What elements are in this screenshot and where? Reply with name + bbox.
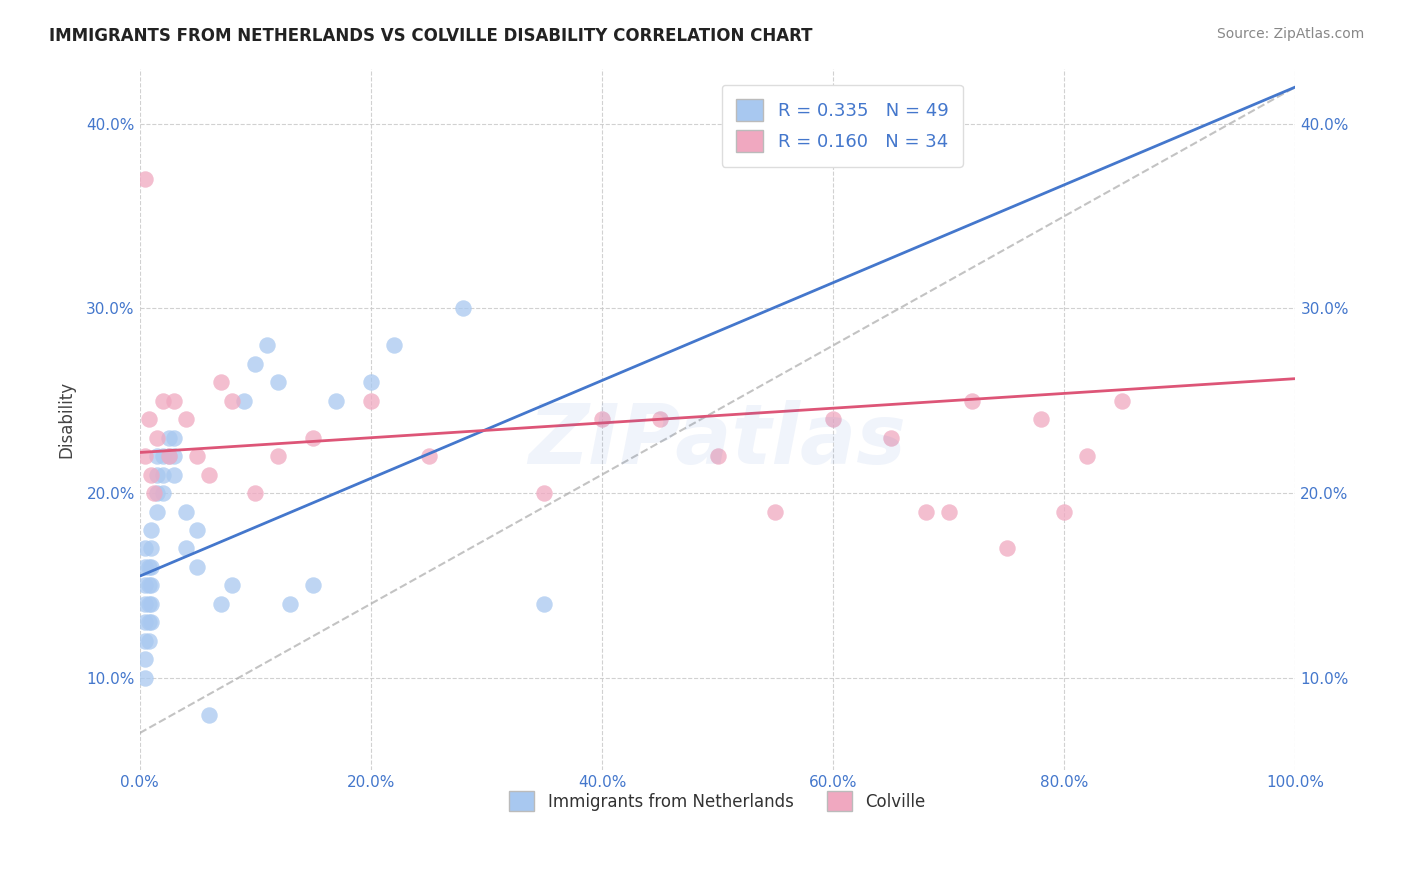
Point	[134, 633, 156, 648]
Point	[141, 597, 163, 611]
Point	[174, 412, 197, 426]
Point	[325, 393, 347, 408]
Point	[267, 449, 290, 463]
Point	[960, 393, 983, 408]
Point	[138, 412, 160, 426]
Point	[418, 449, 440, 463]
Point	[134, 449, 156, 463]
Point	[152, 449, 174, 463]
Point	[142, 486, 165, 500]
Point	[198, 467, 221, 482]
Point	[360, 393, 382, 408]
Point	[141, 541, 163, 556]
Point	[134, 652, 156, 666]
Point	[198, 707, 221, 722]
Point	[245, 357, 267, 371]
Point	[134, 541, 156, 556]
Point	[146, 431, 169, 445]
Point	[163, 431, 186, 445]
Point	[245, 486, 267, 500]
Point	[360, 376, 382, 390]
Point	[134, 578, 156, 592]
Point	[256, 338, 278, 352]
Point	[209, 376, 232, 390]
Point	[138, 597, 160, 611]
Text: Source: ZipAtlas.com: Source: ZipAtlas.com	[1216, 27, 1364, 41]
Point	[1111, 393, 1133, 408]
Point	[221, 578, 243, 592]
Point	[453, 301, 475, 316]
Point	[134, 615, 156, 630]
Point	[1053, 504, 1076, 518]
Point	[138, 633, 160, 648]
Point	[278, 597, 301, 611]
Point	[141, 560, 163, 574]
Point	[186, 523, 208, 537]
Point	[146, 504, 169, 518]
Point	[141, 467, 163, 482]
Point	[1076, 449, 1098, 463]
Text: ZIPatlas: ZIPatlas	[529, 400, 907, 481]
Point	[157, 449, 180, 463]
Point	[146, 449, 169, 463]
Point	[533, 597, 555, 611]
Point	[138, 560, 160, 574]
Point	[648, 412, 671, 426]
Point	[914, 504, 936, 518]
Point	[267, 376, 290, 390]
Y-axis label: Disability: Disability	[58, 381, 75, 458]
Point	[152, 486, 174, 500]
Point	[174, 504, 197, 518]
Point	[141, 615, 163, 630]
Point	[134, 597, 156, 611]
Point	[134, 671, 156, 685]
Point	[880, 431, 903, 445]
Point	[209, 597, 232, 611]
Point	[141, 523, 163, 537]
Point	[174, 541, 197, 556]
Point	[186, 449, 208, 463]
Point	[995, 541, 1018, 556]
Text: IMMIGRANTS FROM NETHERLANDS VS COLVILLE DISABILITY CORRELATION CHART: IMMIGRANTS FROM NETHERLANDS VS COLVILLE …	[49, 27, 813, 45]
Point	[302, 578, 325, 592]
Point	[163, 467, 186, 482]
Point	[163, 449, 186, 463]
Point	[533, 486, 555, 500]
Point	[938, 504, 960, 518]
Point	[138, 578, 160, 592]
Point	[763, 504, 786, 518]
Point	[134, 560, 156, 574]
Point	[141, 578, 163, 592]
Point	[591, 412, 613, 426]
Point	[1031, 412, 1053, 426]
Point	[146, 486, 169, 500]
Point	[823, 412, 845, 426]
Point	[152, 393, 174, 408]
Point	[706, 449, 728, 463]
Point	[146, 467, 169, 482]
Point	[152, 467, 174, 482]
Point	[163, 393, 186, 408]
Point	[186, 560, 208, 574]
Point	[221, 393, 243, 408]
Point	[302, 431, 325, 445]
Point	[134, 172, 156, 186]
Point	[382, 338, 405, 352]
Point	[232, 393, 254, 408]
Point	[138, 615, 160, 630]
Point	[157, 449, 180, 463]
Legend: Immigrants from Netherlands, Colville: Immigrants from Netherlands, Colville	[496, 778, 939, 825]
Point	[157, 431, 180, 445]
